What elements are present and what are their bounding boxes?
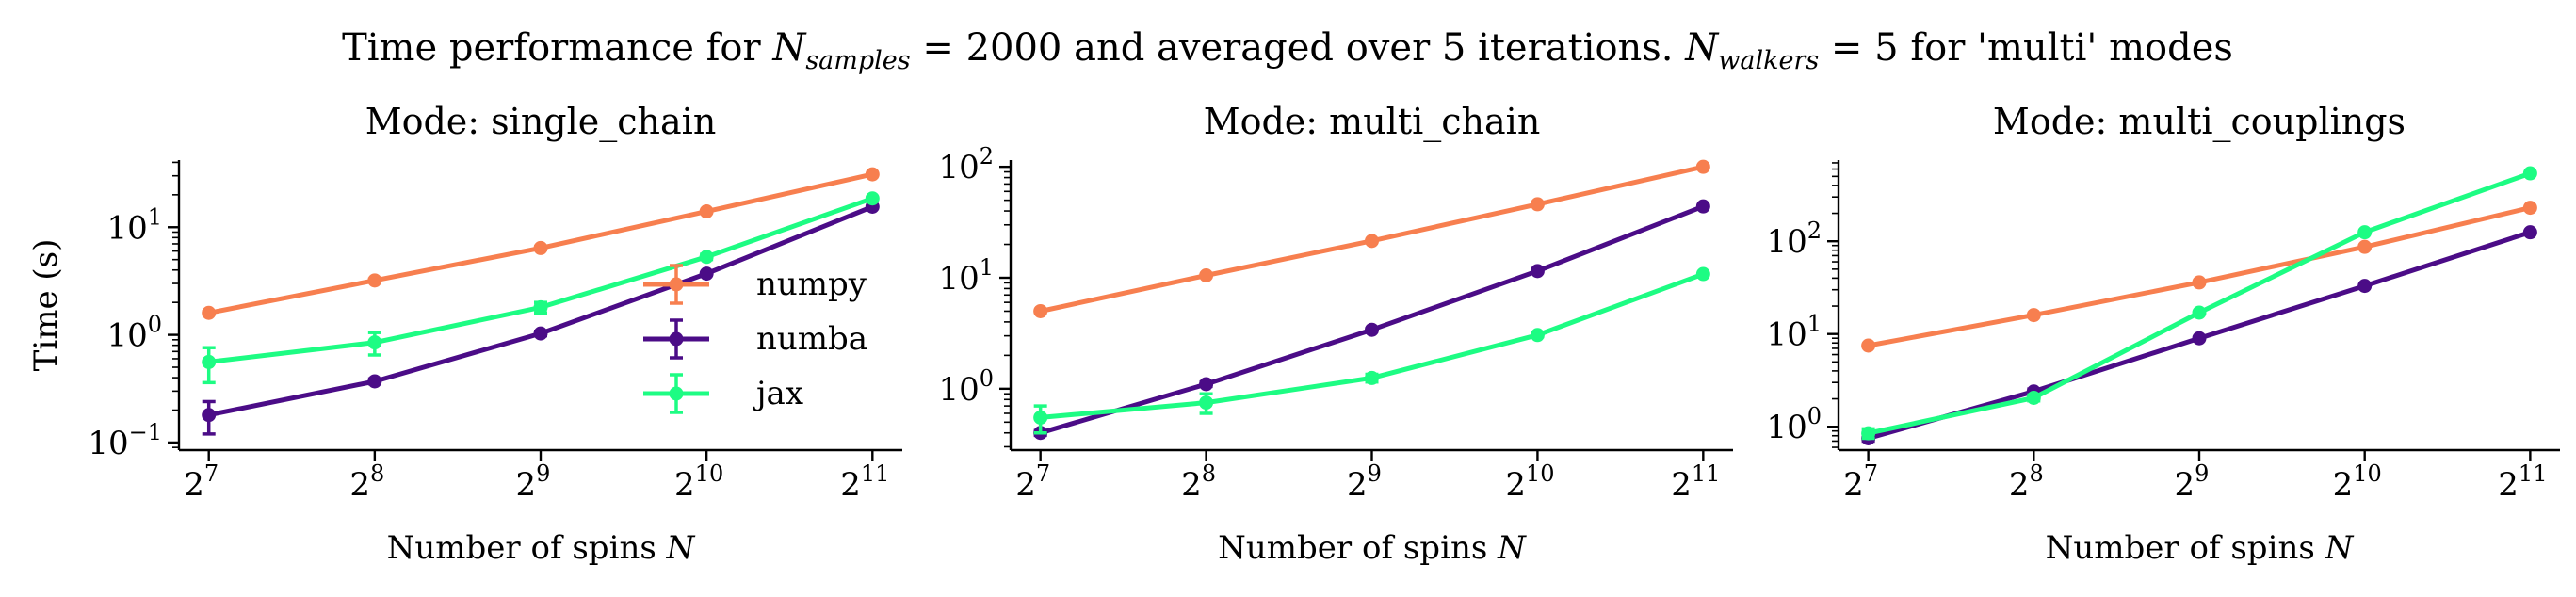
figure-suptitle: Time performance for Nsamples = 2000 and…: [342, 26, 2233, 75]
data-point-numba: [699, 266, 714, 282]
data-point-jax: [1365, 370, 1379, 385]
chart-panel-1: Mode: single_chain 10−1 100 101 27 28 29 210 211…: [27, 101, 902, 567]
x-tick-label: 28: [349, 460, 384, 504]
data-point-jax: [2357, 225, 2373, 240]
y-tick-label: 100: [106, 312, 162, 355]
chart-panel-2: Mode: multi_chain 100 101 102 27 28 29 210 211 Nu…: [938, 101, 1733, 567]
data-point-jax: [202, 354, 217, 369]
data-point-jax: [2192, 305, 2207, 320]
y-tick-label: 102: [938, 143, 994, 186]
y-tick-label: 101: [1766, 311, 1822, 354]
x-tick-label: 210: [674, 460, 723, 504]
data-point-jax: [533, 299, 548, 315]
x-tick-label: 28: [2009, 460, 2044, 504]
data-point-jax: [865, 191, 880, 206]
data-point-numpy: [1861, 338, 1876, 353]
x-tick-label: 211: [2498, 460, 2547, 504]
data-point-numba: [202, 408, 217, 423]
data-point-numpy: [2522, 201, 2537, 216]
data-point-numba: [533, 326, 548, 341]
data-point-jax: [1861, 426, 1876, 441]
chart-title: Mode: single_chain: [365, 101, 717, 143]
x-tick-label: 27: [184, 460, 219, 504]
x-tick-label: 29: [516, 460, 551, 504]
series-numpy: [202, 167, 880, 320]
x-tick-label: 211: [840, 460, 889, 504]
data-point-jax: [2522, 166, 2537, 181]
x-tick-label: 211: [1671, 460, 1720, 504]
data-point-numba: [1199, 377, 1214, 392]
data-point-numba: [1365, 322, 1379, 337]
data-point-numba: [2192, 331, 2207, 346]
y-tick-label: 100: [938, 365, 994, 409]
legend: numpy numba jax: [643, 264, 867, 414]
x-tick-label: 210: [2333, 460, 2382, 504]
data-point-numba: [1530, 264, 1545, 279]
series-jax: [1861, 166, 2537, 441]
data-point-jax: [1530, 328, 1545, 343]
chart-panel-3: Mode: multi_couplings 100 101 102 27 28 29 210 2…: [1766, 101, 2560, 567]
data-point-numpy: [1530, 197, 1545, 212]
data-point-numpy: [2192, 275, 2207, 290]
data-point-jax: [1033, 410, 1048, 425]
data-point-numpy: [2026, 308, 2041, 323]
x-axis-label: Number of spins N: [1218, 529, 1527, 567]
series-jax: [1033, 266, 1710, 435]
y-axis-label: Time (s): [27, 239, 65, 372]
series-numba: [1033, 199, 1710, 441]
data-point-numpy: [1695, 159, 1710, 174]
x-tick-label: 29: [2175, 460, 2210, 504]
data-point-jax: [1199, 395, 1214, 411]
data-point-numpy: [202, 305, 217, 320]
y-tick-label: 10−1: [88, 419, 162, 462]
x-tick-label: 27: [1015, 460, 1050, 504]
legend-label-numpy: numpy: [756, 266, 867, 303]
data-point-numba: [2522, 225, 2537, 240]
legend-label-numba: numba: [756, 320, 867, 358]
series-numba: [202, 199, 880, 436]
y-tick-label: 101: [938, 254, 994, 298]
series-numpy: [1033, 159, 1710, 318]
legend-marker-jax: [669, 386, 684, 401]
data-point-numba: [2357, 279, 2373, 294]
series-line-jax: [1040, 271, 1705, 420]
chart-title: Mode: multi_couplings: [1993, 101, 2406, 143]
x-tick-label: 28: [1181, 460, 1216, 504]
data-point-numba: [367, 374, 382, 389]
data-point-numpy: [2357, 239, 2373, 254]
series-jax: [202, 191, 880, 385]
data-point-numpy: [1033, 303, 1048, 318]
chart-title: Mode: multi_chain: [1204, 101, 1541, 143]
y-tick-label: 101: [106, 203, 162, 247]
data-point-numpy: [533, 240, 548, 255]
data-point-numpy: [1199, 268, 1214, 283]
legend-marker-numba: [669, 331, 684, 347]
data-point-numpy: [865, 167, 880, 182]
x-tick-label: 210: [1505, 460, 1554, 504]
y-tick-label: 100: [1766, 403, 1822, 446]
x-axis-label: Number of spins N: [2046, 529, 2355, 567]
data-point-numpy: [699, 204, 714, 219]
data-point-jax: [2026, 390, 2041, 405]
data-point-numpy: [1365, 234, 1379, 249]
legend-marker-numpy: [669, 277, 684, 292]
data-point-numpy: [367, 273, 382, 288]
x-tick-label: 27: [1843, 460, 1878, 504]
x-tick-label: 29: [1347, 460, 1382, 504]
data-point-jax: [1695, 266, 1710, 282]
y-tick-label: 102: [1766, 218, 1822, 261]
data-point-jax: [367, 335, 382, 350]
data-point-numba: [1695, 199, 1710, 214]
legend-label-jax: jax: [753, 375, 803, 412]
x-axis-label: Number of spins N: [387, 529, 696, 567]
series-numpy: [1861, 201, 2537, 353]
data-point-jax: [699, 250, 714, 265]
series-line-jax: [1868, 170, 2532, 436]
